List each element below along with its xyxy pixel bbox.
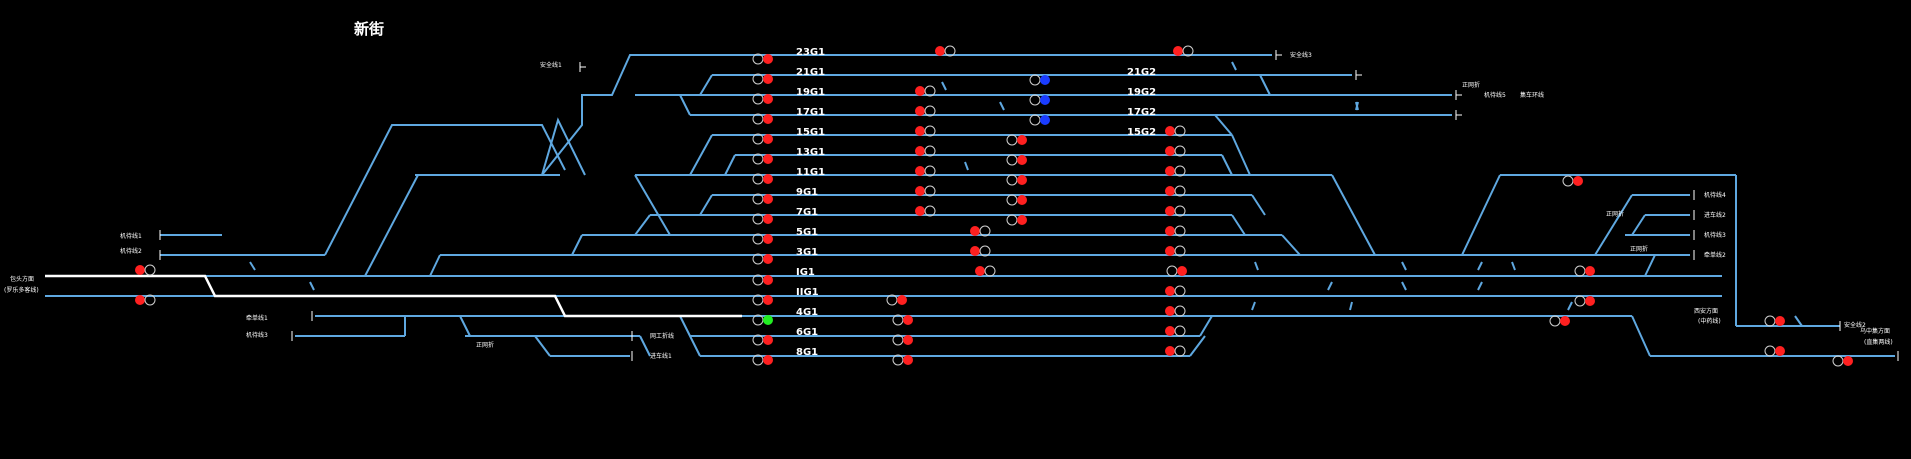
track-label: 3G1 [796,247,818,258]
track-labels: 23G1 21G1 19G1 17G1 15G1 13G1 11G1 9G1 7… [796,47,1156,358]
line-label: 包头方面 [10,275,34,283]
track-label: IG1 [796,267,815,278]
line-label: 西安方面 [1694,307,1718,315]
line-label: 集车环线 [1520,91,1544,99]
line-label: 乌中集方面 [1860,327,1890,335]
line-label: 网工折线 [650,332,674,340]
line-label: 机待线3 [1704,231,1726,239]
track-label: 23G1 [796,47,825,58]
line-label: 机待线2 [120,247,142,255]
track-label: 21G2 [1127,67,1156,78]
track-label: 8G1 [796,347,818,358]
line-label: 正网折 [476,341,494,349]
track-label: 21G1 [796,67,825,78]
line-label: 安全线2 [1844,321,1866,329]
line-label: 机待线1 [120,232,142,240]
track-label: 9G1 [796,187,818,198]
line-label: 机待线5 [1484,91,1506,99]
line-label: 正网折 [1606,210,1624,218]
track-label: 19G2 [1127,87,1156,98]
line-label: 安全线1 [540,61,562,69]
signal-column-mid [886,45,996,366]
line-label: (直集两线) [1864,338,1893,346]
track-label: 4G1 [796,307,818,318]
line-label: (中药线) [1698,317,1721,325]
signal-column-blue [1006,74,1050,226]
line-label: 牵单线2 [1704,251,1726,259]
line-label: (罗乐多客线) [4,286,39,294]
track-layout [45,50,1899,361]
track-label: 7G1 [796,207,818,218]
line-label: 牵单线1 [246,314,268,322]
signal-column-east [1549,175,1853,367]
line-label: 进车线2 [1704,211,1726,219]
track-label: IIG1 [796,287,819,298]
track-label: 15G1 [796,127,825,138]
track-label: 15G2 [1127,127,1156,138]
line-label: 安全线3 [1290,51,1312,59]
signal-column-right [1165,45,1194,357]
line-label: 机待线4 [1704,191,1726,199]
track-label: 13G1 [796,147,825,158]
station-title: 新街 [354,20,384,38]
line-label: 进车线1 [650,352,672,360]
signal-column-main [752,53,773,366]
line-label: 正网折 [1462,81,1480,89]
line-labels: 安全线1 安全线3 正网折 机待线5 集车环线 机待线1 机待线2 包头方面 (… [4,51,1893,360]
track-label: 19G1 [796,87,825,98]
line-label: 正网折 [1630,245,1648,253]
track-label: 17G2 [1127,107,1156,118]
track-label: 6G1 [796,327,818,338]
line-label: 机待线3 [246,331,268,339]
signals [135,45,1853,367]
track-label: 5G1 [796,227,818,238]
track-label: 11G1 [796,167,825,178]
track-label: 17G1 [796,107,825,118]
active-route [45,274,742,318]
signal-column-west [135,264,156,306]
